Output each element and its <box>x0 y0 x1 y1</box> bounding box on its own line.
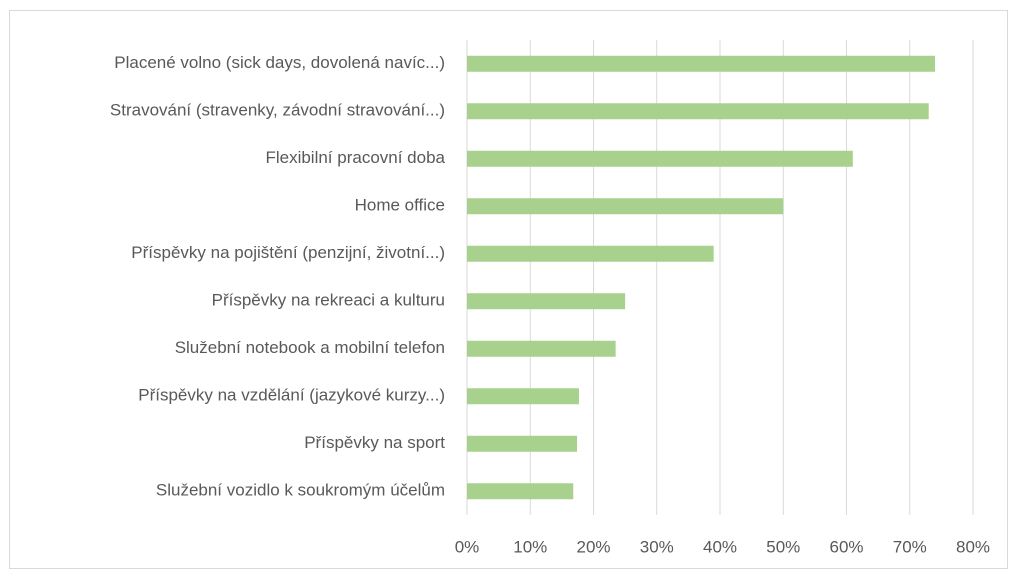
x-tick-label: 80% <box>956 537 990 556</box>
bar <box>467 150 853 167</box>
bar <box>467 483 574 500</box>
x-tick-label: 0% <box>455 537 480 556</box>
y-tick-label: Příspěvky na sport <box>304 433 445 452</box>
bar <box>467 245 714 262</box>
x-tick-label: 40% <box>703 537 737 556</box>
bar <box>467 388 579 405</box>
bar <box>467 435 578 452</box>
y-tick-label: Příspěvky na rekreaci a kulturu <box>212 291 445 310</box>
x-tick-label: 70% <box>893 537 927 556</box>
y-tick-label: Flexibilní pracovní doba <box>265 148 445 167</box>
x-tick-label: 10% <box>513 537 547 556</box>
bar <box>467 293 626 310</box>
y-tick-label: Stravování (stravenky, závodní stravován… <box>110 101 445 120</box>
bar <box>467 55 936 72</box>
y-tick-label: Příspěvky na vzdělání (jazykové kurzy...… <box>138 386 445 405</box>
bar <box>467 340 616 357</box>
y-tick-label: Home office <box>355 196 445 215</box>
x-tick-label: 50% <box>766 537 800 556</box>
y-tick-label: Služební vozidlo k soukromým účelům <box>156 481 445 500</box>
y-tick-label: Placené volno (sick days, dovolená navíc… <box>114 53 445 72</box>
y-tick-label: Služební notebook a mobilní telefon <box>175 338 445 357</box>
bar <box>467 103 929 120</box>
x-tick-label: 60% <box>829 537 863 556</box>
bar <box>467 198 784 215</box>
x-tick-label: 30% <box>640 537 674 556</box>
y-tick-label: Příspěvky na pojištění (penzijní, životn… <box>131 243 445 262</box>
x-tick-label: 20% <box>576 537 610 556</box>
